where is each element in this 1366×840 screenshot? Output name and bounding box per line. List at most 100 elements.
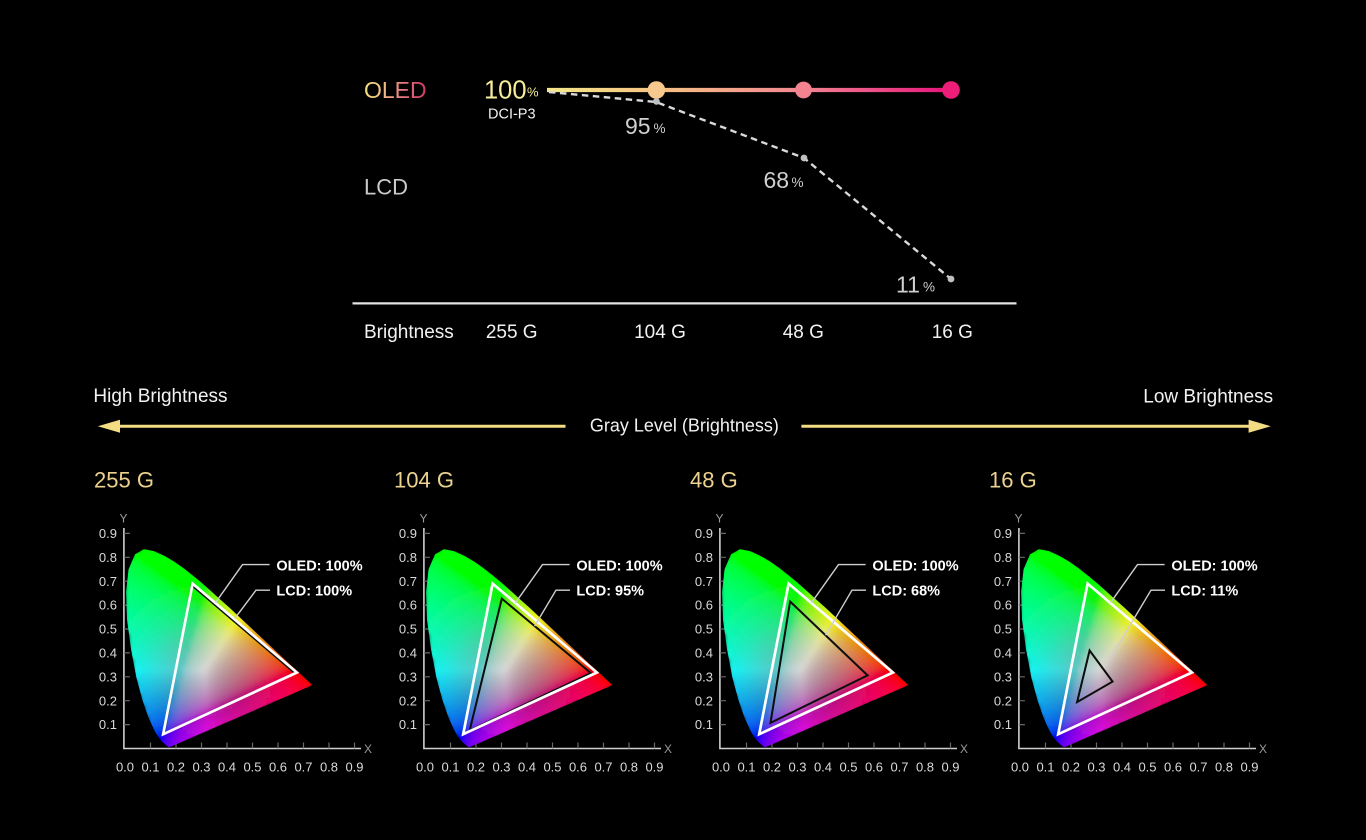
svg-text:0.4: 0.4 <box>218 760 236 775</box>
svg-text:0.4: 0.4 <box>814 760 832 775</box>
svg-text:0.1: 0.1 <box>99 717 117 732</box>
svg-text:0.5: 0.5 <box>994 622 1012 637</box>
svg-text:LCD: 68%: LCD: 68% <box>872 584 940 600</box>
svg-text:OLED: 100%: OLED: 100% <box>872 559 958 575</box>
svg-text:0.8: 0.8 <box>399 550 417 565</box>
svg-text:0.0: 0.0 <box>712 760 730 775</box>
svg-text:0.8: 0.8 <box>620 760 638 775</box>
svg-text:0.3: 0.3 <box>192 760 210 775</box>
svg-text:High Brightness: High Brightness <box>93 386 227 407</box>
svg-text:0.0: 0.0 <box>1011 760 1029 775</box>
svg-text:OLED: 100%: OLED: 100% <box>276 559 362 575</box>
svg-text:OLED: OLED <box>364 77 427 103</box>
svg-text:0.9: 0.9 <box>345 760 363 775</box>
svg-text:0.8: 0.8 <box>695 550 713 565</box>
svg-text:95: 95 <box>625 113 651 139</box>
svg-text:LCD: 11%: LCD: 11% <box>1171 584 1238 600</box>
svg-text:0.5: 0.5 <box>399 622 417 637</box>
svg-text:0.1: 0.1 <box>399 717 417 732</box>
svg-text:Gray Level (Brightness): Gray Level (Brightness) <box>590 416 779 436</box>
svg-text:%: % <box>654 121 666 136</box>
svg-text:LCD: LCD <box>364 175 408 200</box>
svg-text:0.9: 0.9 <box>645 760 663 775</box>
svg-text:0.1: 0.1 <box>141 760 159 775</box>
svg-text:0.3: 0.3 <box>399 669 417 684</box>
svg-text:0.8: 0.8 <box>1215 760 1233 775</box>
svg-text:0.7: 0.7 <box>695 574 713 589</box>
svg-text:0.5: 0.5 <box>1138 760 1156 775</box>
svg-text:0.7: 0.7 <box>399 574 417 589</box>
svg-text:48 G: 48 G <box>783 322 824 343</box>
svg-text:16 G: 16 G <box>989 468 1037 493</box>
svg-text:Y: Y <box>715 512 723 526</box>
svg-text:0.6: 0.6 <box>994 598 1012 613</box>
svg-text:0.7: 0.7 <box>294 760 312 775</box>
svg-text:0.6: 0.6 <box>695 598 713 613</box>
svg-text:DCI-P3: DCI-P3 <box>488 107 536 123</box>
svg-text:100: 100 <box>484 77 527 105</box>
svg-text:X: X <box>364 742 372 756</box>
svg-text:0.5: 0.5 <box>839 760 857 775</box>
svg-text:Brightness: Brightness <box>364 322 454 343</box>
svg-text:0.0: 0.0 <box>416 760 434 775</box>
svg-text:0.4: 0.4 <box>518 760 536 775</box>
svg-text:0.3: 0.3 <box>1087 760 1105 775</box>
svg-text:11: 11 <box>896 272 920 298</box>
svg-text:Y: Y <box>419 512 427 526</box>
svg-text:0.4: 0.4 <box>399 646 417 661</box>
svg-text:Low Brightness: Low Brightness <box>1143 387 1273 408</box>
svg-text:0.4: 0.4 <box>994 646 1012 661</box>
svg-text:0.6: 0.6 <box>269 760 287 775</box>
svg-text:OLED: 100%: OLED: 100% <box>576 559 662 575</box>
svg-text:0.8: 0.8 <box>320 760 338 775</box>
svg-text:0.5: 0.5 <box>243 760 261 775</box>
svg-text:0.3: 0.3 <box>492 760 510 775</box>
svg-text:0.2: 0.2 <box>99 693 117 708</box>
svg-text:0.1: 0.1 <box>695 717 713 732</box>
svg-text:0.5: 0.5 <box>543 760 561 775</box>
svg-text:X: X <box>960 742 968 756</box>
svg-text:0.7: 0.7 <box>890 760 908 775</box>
svg-text:0.9: 0.9 <box>695 526 713 541</box>
svg-text:Y: Y <box>1014 512 1022 526</box>
svg-text:48 G: 48 G <box>690 468 738 493</box>
svg-text:0.8: 0.8 <box>99 550 117 565</box>
svg-text:68: 68 <box>764 167 790 193</box>
svg-text:%: % <box>527 85 539 100</box>
svg-text:0.6: 0.6 <box>399 598 417 613</box>
svg-text:0.9: 0.9 <box>399 526 417 541</box>
svg-text:0.2: 0.2 <box>167 760 185 775</box>
svg-text:255 G: 255 G <box>486 322 538 343</box>
svg-text:OLED: 100%: OLED: 100% <box>1171 559 1257 575</box>
svg-text:0.8: 0.8 <box>916 760 934 775</box>
svg-text:0.3: 0.3 <box>788 760 806 775</box>
svg-text:%: % <box>923 280 935 295</box>
svg-text:0.2: 0.2 <box>467 760 485 775</box>
svg-text:0.2: 0.2 <box>1062 760 1080 775</box>
svg-text:0.3: 0.3 <box>994 669 1012 684</box>
svg-text:0.2: 0.2 <box>994 693 1012 708</box>
svg-text:0.9: 0.9 <box>1240 760 1258 775</box>
svg-text:0.7: 0.7 <box>994 574 1012 589</box>
svg-text:0.1: 0.1 <box>737 760 755 775</box>
svg-text:0.6: 0.6 <box>569 760 587 775</box>
svg-text:0.1: 0.1 <box>441 760 459 775</box>
svg-text:0.2: 0.2 <box>695 693 713 708</box>
svg-text:0.4: 0.4 <box>99 646 117 661</box>
svg-text:%: % <box>792 175 804 190</box>
svg-text:104 G: 104 G <box>394 468 454 493</box>
svg-text:0.1: 0.1 <box>1036 760 1054 775</box>
svg-text:0.6: 0.6 <box>99 598 117 613</box>
svg-text:0.5: 0.5 <box>99 622 117 637</box>
svg-text:0.4: 0.4 <box>1113 760 1131 775</box>
svg-text:0.3: 0.3 <box>695 669 713 684</box>
svg-text:0.6: 0.6 <box>865 760 883 775</box>
svg-text:0.4: 0.4 <box>695 646 713 661</box>
svg-text:0.7: 0.7 <box>99 574 117 589</box>
svg-text:0.9: 0.9 <box>99 526 117 541</box>
svg-text:LCD: 95%: LCD: 95% <box>576 584 644 600</box>
svg-text:0.8: 0.8 <box>994 550 1012 565</box>
svg-text:255 G: 255 G <box>94 468 154 493</box>
svg-text:0.6: 0.6 <box>1164 760 1182 775</box>
svg-text:0.7: 0.7 <box>1189 760 1207 775</box>
